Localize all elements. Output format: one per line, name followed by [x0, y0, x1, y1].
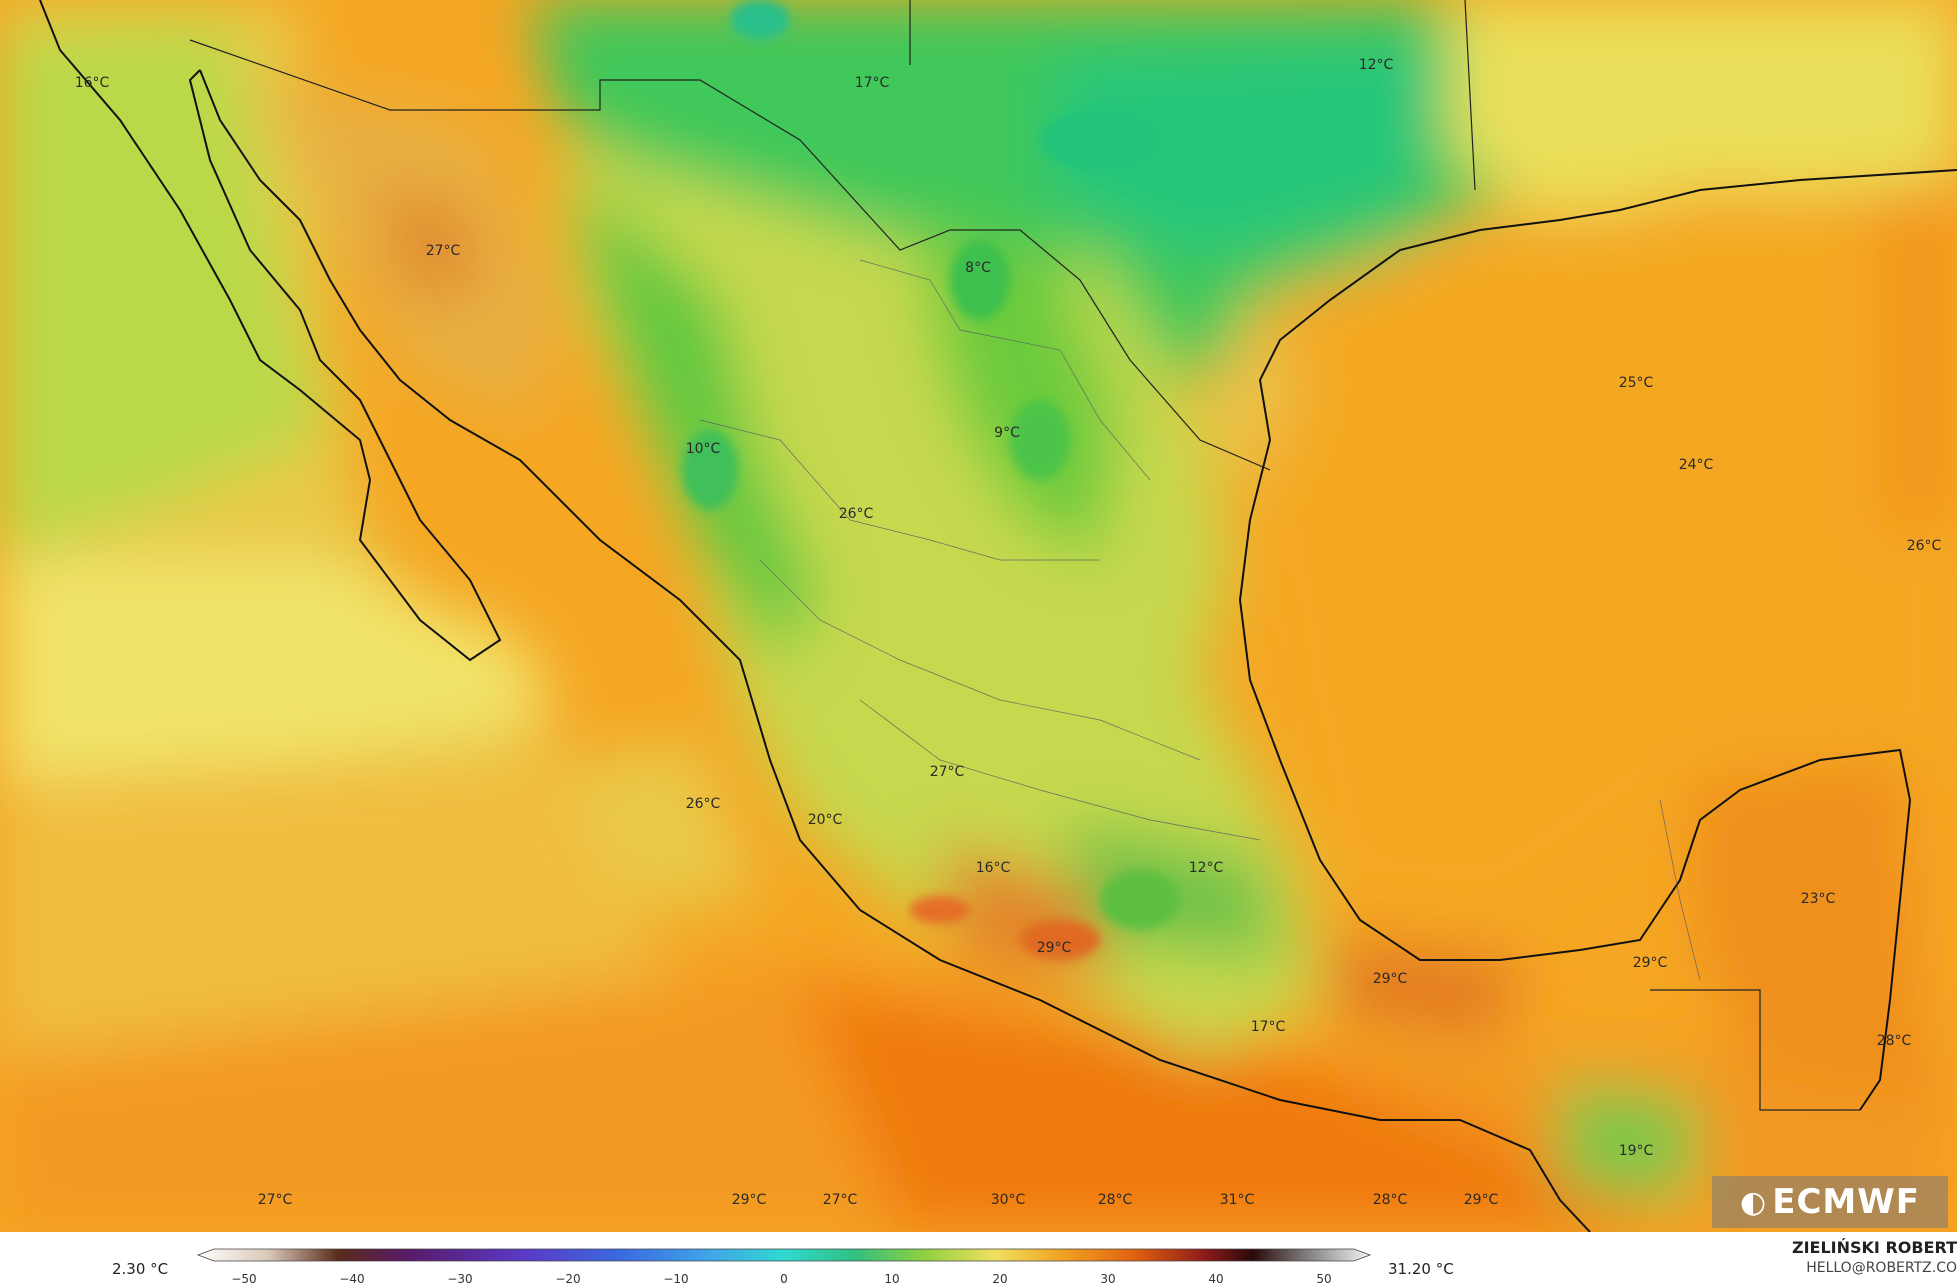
temperature-label: 27°C — [929, 764, 965, 780]
colorbar-tick-label: −10 — [663, 1272, 689, 1286]
temperature-label: 24°C — [1678, 457, 1714, 473]
temperature-label: 9°C — [994, 425, 1020, 441]
temperature-label: 8°C — [965, 260, 991, 276]
colorbar-tick-label: 50 — [1316, 1272, 1332, 1286]
min-temp-label: 2.30 °C — [112, 1260, 169, 1278]
temperature-label: 20°C — [807, 812, 843, 828]
coastlines — [39, 0, 1957, 1232]
map-canvas — [0, 0, 1957, 1232]
temperature-label: 12°C — [1358, 57, 1394, 73]
temperature-label: 26°C — [685, 796, 721, 812]
colorbar — [196, 1248, 1372, 1262]
temperature-label: 28°C — [1372, 1192, 1408, 1208]
temperature-label: 29°C — [1463, 1192, 1499, 1208]
colorbar-tick-label: −40 — [339, 1272, 365, 1286]
temperature-label: 31°C — [1219, 1192, 1255, 1208]
author-credit: ZIELIŃSKI ROBERT — [1791, 1238, 1957, 1257]
colorbar-tick-label: −30 — [447, 1272, 473, 1286]
temperature-label: 26°C — [1906, 538, 1942, 554]
temperature-map: 16°C 17°C 12°C 27°C 8°C 25°C 10°C 9°C 24°C 26°C 26… — [0, 0, 1957, 1232]
temperature-label: 27°C — [822, 1192, 858, 1208]
temperature-label: 25°C — [1618, 375, 1654, 391]
ecmwf-logo-text: ECMWF — [1772, 1182, 1920, 1222]
temperature-label: 29°C — [1632, 955, 1668, 971]
colorbar-tick-label: −20 — [555, 1272, 581, 1286]
temperature-label: 17°C — [1250, 1019, 1286, 1035]
colorbar-tick-label: 20 — [992, 1272, 1008, 1286]
temperature-label: 27°C — [425, 243, 461, 259]
temperature-label: 27°C — [257, 1192, 293, 1208]
colorbar-tick-label: −50 — [231, 1272, 257, 1286]
max-temp-label: 31.20 °C — [1388, 1260, 1454, 1278]
legend-footer: 2.30 °C −5 — [0, 1232, 1957, 1287]
ecmwf-logo: ◐ ECMWF — [1712, 1176, 1948, 1228]
colorbar-tick-label: 40 — [1208, 1272, 1224, 1286]
temperature-label: 12°C — [1188, 860, 1224, 876]
temperature-label: 19°C — [1618, 1143, 1654, 1159]
temperature-label: 23°C — [1800, 891, 1836, 907]
temperature-label: 28°C — [1876, 1033, 1912, 1049]
temperature-label: 10°C — [685, 441, 721, 457]
colorbar-tick-label: 0 — [780, 1272, 788, 1286]
temperature-field — [0, 0, 1957, 1232]
temperature-label: 16°C — [975, 860, 1011, 876]
colorbar-tick-label: 10 — [884, 1272, 900, 1286]
temperature-label: 17°C — [854, 75, 890, 91]
colorbar-gradient — [196, 1248, 1372, 1262]
colorbar-tick-label: 30 — [1100, 1272, 1116, 1286]
temperature-label: 29°C — [1372, 971, 1408, 987]
temperature-label: 30°C — [990, 1192, 1026, 1208]
temperature-label: 28°C — [1097, 1192, 1133, 1208]
temperature-label: 29°C — [731, 1192, 767, 1208]
temperature-label: 16°C — [74, 75, 110, 91]
temperature-label: 29°C — [1036, 940, 1072, 956]
temperature-detail — [682, 0, 1180, 960]
borders — [189, 0, 1860, 1111]
author-email: HELLO@ROBERTZ.CO — [1806, 1260, 1957, 1276]
temperature-label: 26°C — [838, 506, 874, 522]
ecmwf-logo-icon: ◐ — [1740, 1184, 1767, 1220]
state-borders — [699, 259, 1701, 981]
